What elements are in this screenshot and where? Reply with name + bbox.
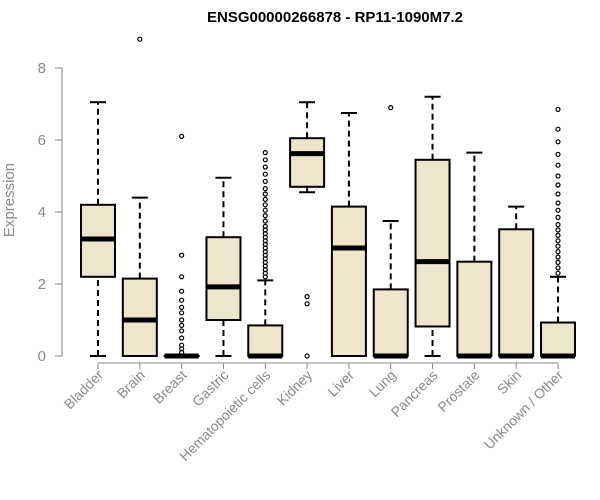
outlier-point <box>262 213 268 219</box>
x-tick-label: Liver <box>324 367 357 400</box>
outlier-point <box>179 252 185 258</box>
box-group <box>456 151 493 359</box>
outlier-point <box>179 335 185 341</box>
outlier-point <box>262 178 268 184</box>
outlier-point <box>262 186 268 192</box>
box-group <box>121 36 158 358</box>
outlier-point <box>262 164 268 170</box>
x-tick-label: Lung <box>366 367 399 400</box>
box <box>289 137 326 188</box>
outlier-point <box>555 126 561 132</box>
outlier-point <box>179 310 185 316</box>
box-series <box>80 36 576 359</box>
box-group <box>289 101 326 359</box>
outlier-point <box>555 232 561 238</box>
box <box>247 324 284 357</box>
box-group <box>330 112 367 357</box>
outlier-point <box>179 288 185 294</box>
box-group <box>163 133 200 359</box>
outlier-point <box>137 36 143 42</box>
x-tick-label: Breast <box>150 367 190 407</box>
outlier-point <box>262 223 268 229</box>
outlier-point <box>179 304 185 310</box>
box-group <box>247 150 284 359</box>
outlier-point <box>262 171 268 177</box>
outlier-point <box>555 191 561 197</box>
outlier-point <box>262 202 268 208</box>
box-group <box>80 101 116 357</box>
box <box>372 288 409 357</box>
y-tick-label: 2 <box>38 276 46 293</box>
outlier-point <box>555 139 561 145</box>
outlier-point <box>555 207 561 213</box>
outlier-point <box>304 294 310 300</box>
x-tick-label: Unknown / Other <box>481 367 567 453</box>
outlier-point <box>179 133 185 139</box>
y-tick-label: 8 <box>38 60 46 77</box>
outlier-point <box>179 342 185 348</box>
y-tick-label: 0 <box>38 348 46 365</box>
box-group <box>205 176 242 357</box>
outlier-point <box>179 322 185 328</box>
outlier-point <box>555 249 561 255</box>
outlier-point <box>555 265 561 271</box>
box <box>498 228 535 357</box>
outlier-point <box>262 196 268 202</box>
outlier-point <box>555 214 561 220</box>
outlier-point <box>555 106 561 113</box>
x-tick-label: Bladder <box>61 367 107 413</box>
outlier-point <box>555 200 561 206</box>
outlier-point <box>555 243 561 249</box>
outlier-point <box>304 353 310 359</box>
box <box>121 277 158 358</box>
outlier-point <box>262 157 268 163</box>
outlier-point <box>262 207 268 213</box>
box-group <box>372 104 409 359</box>
x-tick-label: Prostate <box>434 367 482 415</box>
chart-title: ENSG00000266878 - RP11-1090M7.2 <box>207 9 463 26</box>
y-axis: 0 2 4 6 8 <box>38 60 63 365</box>
outlier-point <box>179 297 185 303</box>
outlier-point <box>262 218 268 224</box>
y-axis-label: Expression <box>1 163 18 237</box>
box-group <box>414 95 451 357</box>
box <box>456 260 493 357</box>
outlier-point <box>262 191 268 197</box>
outlier-point <box>179 274 185 280</box>
outlier-point <box>555 162 561 168</box>
x-tick-label: Skin <box>494 367 525 398</box>
outlier-point <box>179 328 185 334</box>
box <box>205 236 242 321</box>
box <box>540 321 576 357</box>
outlier-point <box>555 254 561 260</box>
box-group <box>498 205 535 359</box>
outlier-point <box>555 270 561 276</box>
box <box>414 158 451 328</box>
box-group <box>540 106 576 359</box>
y-tick-label: 4 <box>38 204 46 221</box>
outlier-point <box>555 151 561 157</box>
outlier-point <box>179 317 185 323</box>
x-tick-label: Kidney <box>274 367 316 409</box>
box <box>330 205 367 357</box>
outlier-point <box>555 238 561 244</box>
outlier-point <box>555 222 561 228</box>
outlier-point <box>304 301 310 307</box>
outlier-point <box>555 182 561 188</box>
outlier-point <box>555 227 561 233</box>
outlier-point <box>555 259 561 265</box>
x-tick-label: Brain <box>114 367 148 401</box>
outlier-point <box>388 104 394 111</box>
outlier-point <box>262 150 268 156</box>
y-tick-label: 6 <box>38 132 46 149</box>
outlier-point <box>555 173 561 179</box>
